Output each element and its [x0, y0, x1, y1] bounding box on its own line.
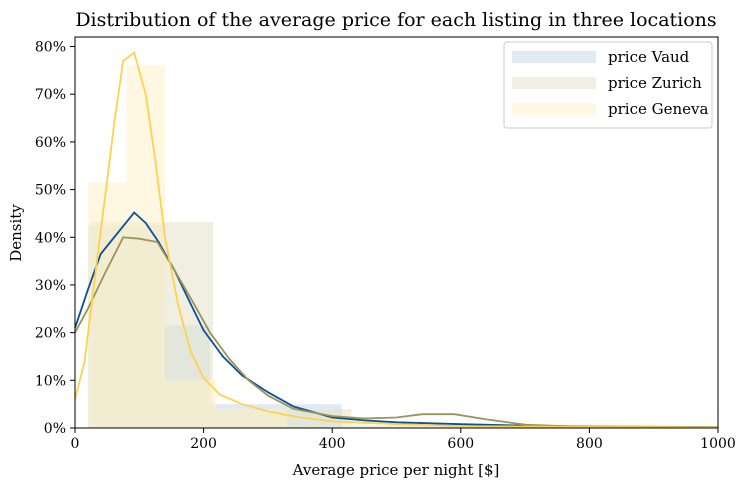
- chart-title: Distribution of the average price for ea…: [75, 9, 716, 31]
- y-axis-title: Density: [7, 204, 25, 262]
- legend: price Vaud price Zurich price Geneva: [503, 41, 713, 129]
- legend-label-1: price Vaud: [608, 48, 690, 66]
- histogram-bar-3-2: [126, 65, 166, 429]
- kde-line-3: [74, 51, 719, 429]
- x-tick-label-1: 0: [71, 436, 80, 452]
- kde-line-1: [74, 211, 719, 429]
- legend-label-2: price Zurich: [608, 74, 702, 92]
- y-tick-label-9: 80%: [35, 40, 66, 56]
- y-tick-label-2: 10%: [35, 373, 66, 389]
- histogram-bar-3-3: [165, 380, 217, 428]
- x-tick-label-2: 200: [190, 436, 217, 452]
- legend-swatch-2: [512, 77, 596, 89]
- legend-label-3: price Geneva: [608, 100, 708, 118]
- x-axis-title: Average price per night [$]: [292, 461, 500, 479]
- kde-line-2: [74, 236, 719, 428]
- x-tick-label-4: 600: [447, 436, 474, 452]
- plot-frame: [74, 36, 719, 429]
- y-tick-label-7: 60%: [35, 135, 66, 151]
- plot-area: [74, 51, 719, 429]
- x-tick-label-3: 400: [319, 436, 346, 452]
- y-tick-label-6: 50%: [35, 183, 66, 199]
- y-tick-label-8: 70%: [35, 87, 66, 103]
- legend-swatch-1: [512, 51, 596, 63]
- y-tick-label-4: 30%: [35, 278, 66, 294]
- y-tick-label-5: 40%: [35, 230, 66, 246]
- y-tick-label-3: 20%: [35, 326, 66, 342]
- histogram-bar-3-4: [216, 408, 288, 428]
- x-tick-label-6: 1000: [700, 436, 736, 452]
- axes: 0 200 400 600 800 1000 0% 10% 20% 30% 40% 50% 60% 70%…: [35, 36, 736, 452]
- histogram-bar-3-1: [87, 182, 127, 428]
- x-tick-label-5: 800: [576, 436, 603, 452]
- legend-swatch-3: [512, 103, 596, 115]
- y-tick-label-1: 0%: [44, 421, 66, 437]
